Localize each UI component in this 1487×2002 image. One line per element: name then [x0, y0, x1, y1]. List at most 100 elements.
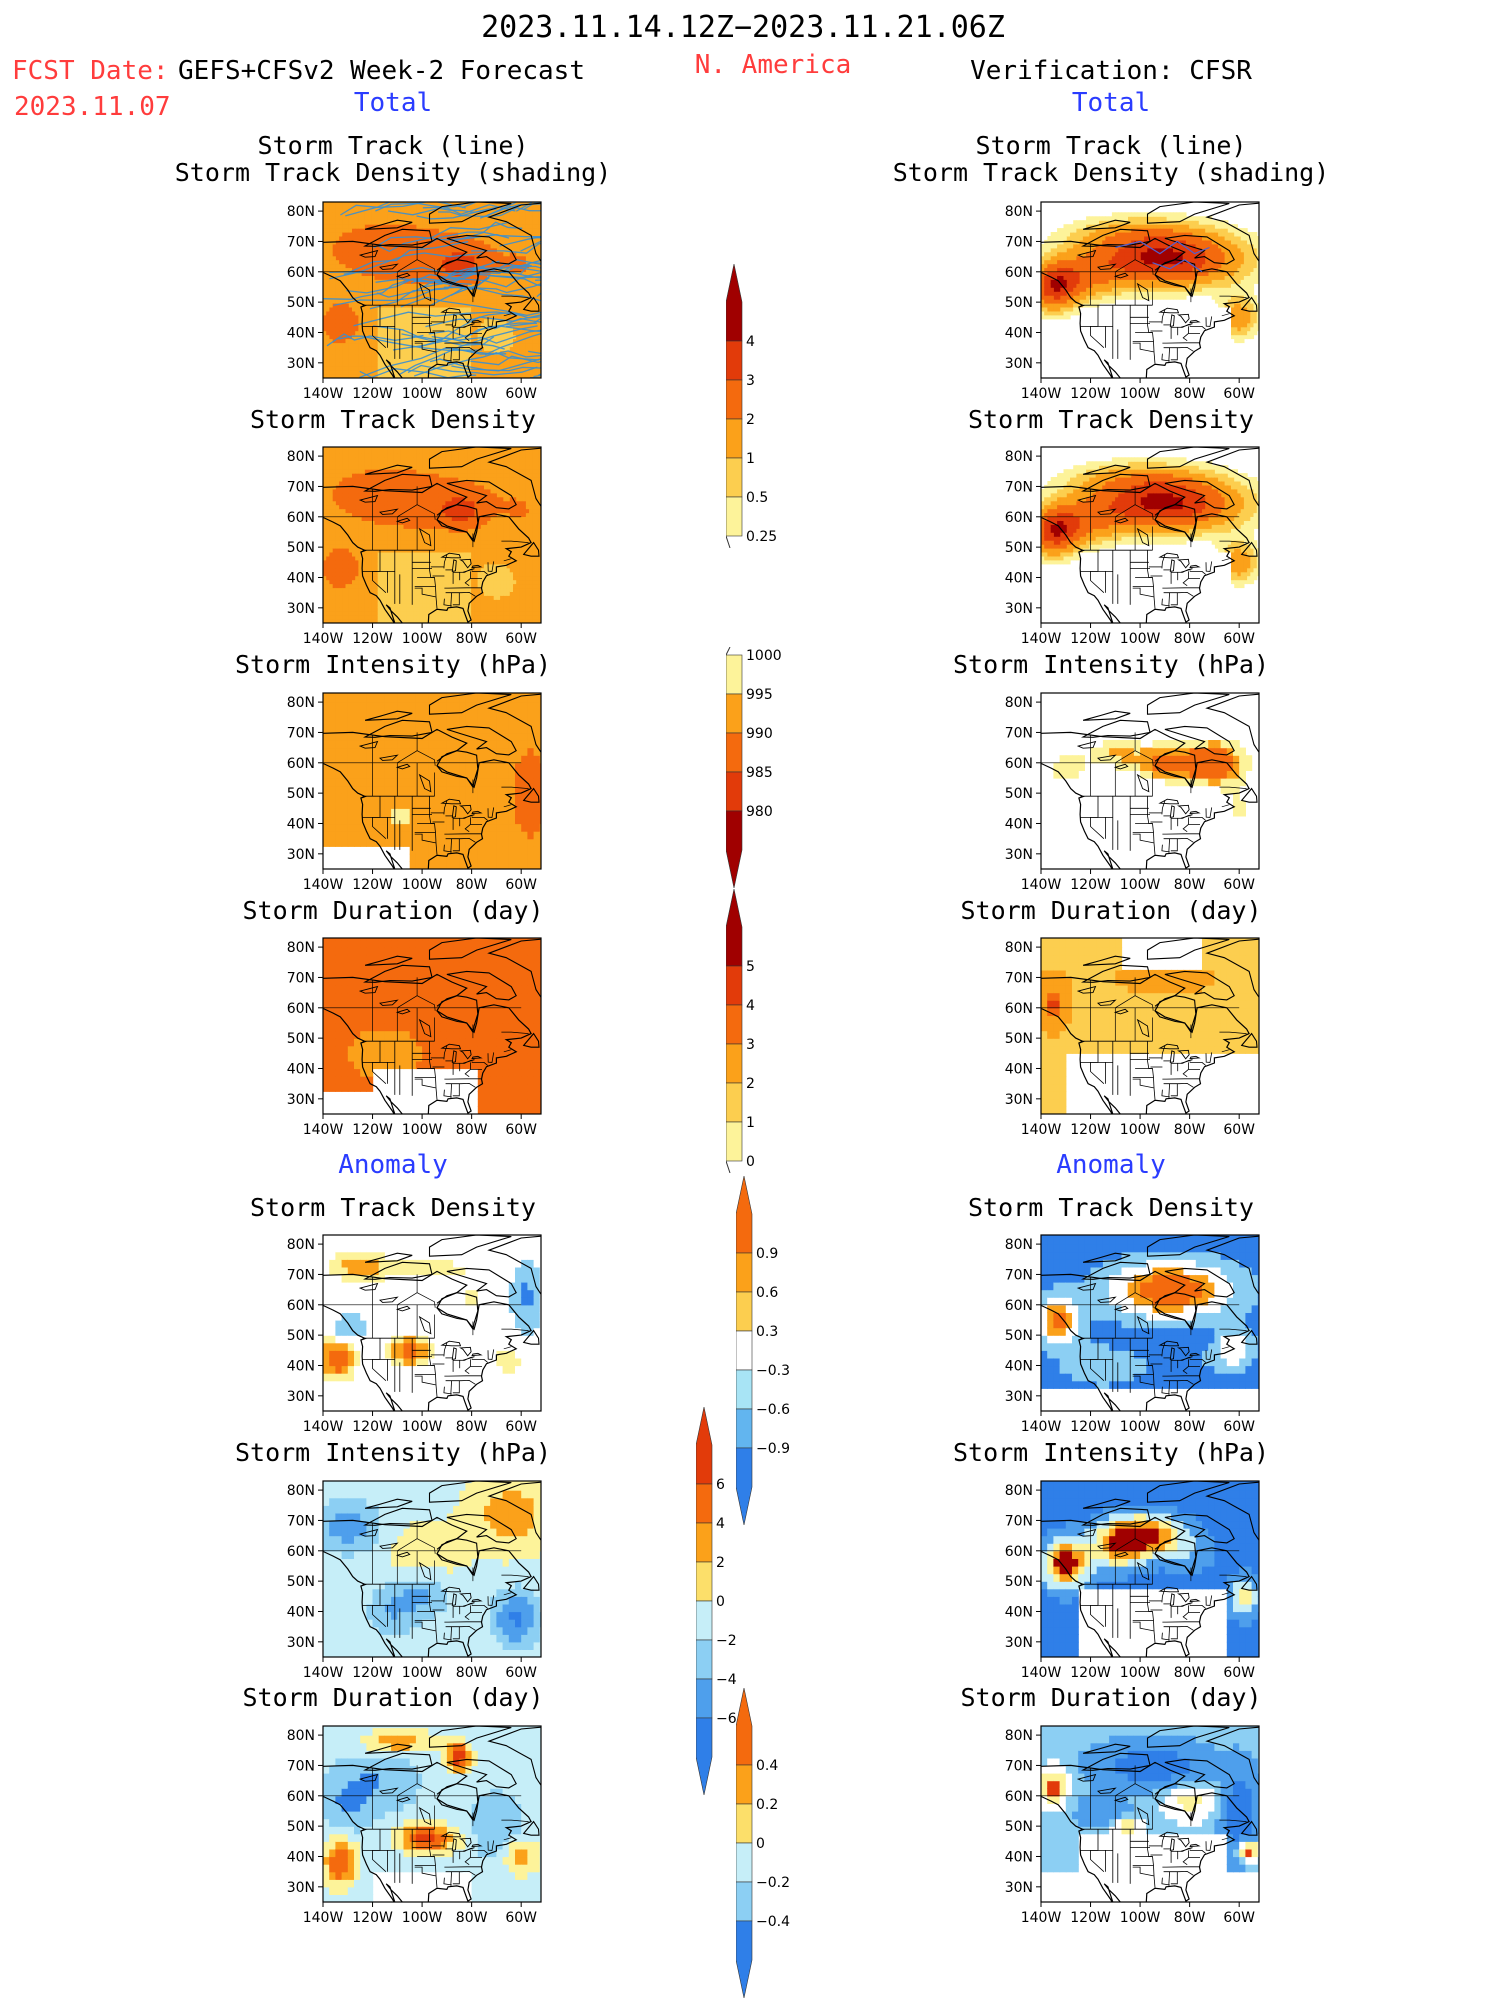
total-left-label: Total: [354, 88, 432, 118]
lat-tick-label: 50N: [287, 295, 315, 311]
lon-tick-label: 140W: [1021, 1419, 1062, 1435]
lat-tick-label: 80N: [287, 695, 315, 711]
lon-tick-label: 100W: [402, 1122, 443, 1138]
colorbar-segment: [726, 264, 742, 341]
lon-tick-label: 140W: [303, 631, 344, 647]
colorbar-segment: [736, 1253, 752, 1292]
lat-tick-label: 80N: [1005, 449, 1033, 465]
lon-tick-label: 120W: [1070, 1419, 1111, 1435]
colorbar-label: 0.6: [756, 1285, 778, 1301]
lon-tick-label: 60W: [505, 1122, 537, 1138]
lat-tick-label: 80N: [1005, 1237, 1033, 1253]
lat-tick-label: 60N: [1005, 1789, 1033, 1805]
lat-tick-label: 40N: [287, 1358, 315, 1374]
lon-tick-label: 120W: [352, 1910, 393, 1926]
title-line2: Storm Track Density (shading): [175, 159, 612, 186]
lon-tick-label: 120W: [352, 1665, 393, 1681]
lat-tick-label: 40N: [287, 1061, 315, 1077]
lat-tick-label: 70N: [1005, 970, 1033, 986]
lat-tick-label: 70N: [1005, 234, 1033, 250]
lon-tick-label: 80W: [1174, 631, 1206, 647]
lat-tick-label: 80N: [287, 1483, 315, 1499]
lat-tick-label: 60N: [287, 265, 315, 281]
lat-tick-label: 80N: [287, 204, 315, 220]
colorbar-label: 2: [746, 1076, 755, 1092]
lon-tick-label: 100W: [402, 386, 443, 402]
lat-tick-label: 50N: [287, 540, 315, 556]
colorbar-label: 0.25: [746, 529, 777, 545]
lat-tick-label: 70N: [287, 1758, 315, 1774]
colorbar-segment: [726, 458, 742, 497]
fcst-date-value: 2023.11.07: [14, 92, 171, 122]
colorbar-label: 4: [746, 334, 755, 350]
lat-tick-label: 60N: [287, 1544, 315, 1560]
colorbar-segment: [726, 772, 742, 811]
lat-tick-label: 50N: [287, 1031, 315, 1047]
colorbar-segment: [736, 1370, 752, 1409]
colorbar-segment: [736, 1804, 752, 1843]
lat-tick-label: 30N: [287, 1389, 315, 1405]
lon-tick-label: 120W: [352, 1419, 393, 1435]
colorbar-segment: [736, 1292, 752, 1331]
colorbar-segment: [736, 1331, 752, 1370]
colorbar-segment: [726, 341, 742, 380]
colorbar-label: 1: [746, 451, 755, 467]
lat-tick-label: 60N: [1005, 510, 1033, 526]
lon-tick-label: 60W: [505, 386, 537, 402]
colorbar-label: 0.5: [746, 490, 768, 506]
colorbar-segment: [736, 1765, 752, 1804]
lon-tick-label: 140W: [1021, 877, 1062, 893]
lon-tick-label: 100W: [402, 877, 443, 893]
lon-tick-label: 100W: [1120, 386, 1161, 402]
lon-tick-label: 80W: [1174, 1419, 1206, 1435]
lat-tick-label: 70N: [1005, 1267, 1033, 1283]
lon-tick-label: 100W: [1120, 1419, 1161, 1435]
lat-tick-label: 50N: [1005, 1328, 1033, 1344]
lon-tick-label: 100W: [1120, 631, 1161, 647]
lat-tick-label: 80N: [287, 940, 315, 956]
lat-tick-label: 70N: [287, 1513, 315, 1529]
lat-tick-label: 30N: [1005, 1880, 1033, 1896]
colorbar-segment: [726, 694, 742, 733]
lat-tick-label: 60N: [1005, 1001, 1033, 1017]
lon-tick-label: 120W: [1070, 631, 1111, 647]
colorbar-label: 3: [746, 1037, 755, 1053]
lon-tick-label: 120W: [352, 631, 393, 647]
lon-tick-label: 120W: [1070, 386, 1111, 402]
lon-tick-label: 140W: [1021, 631, 1062, 647]
colorbar-label: 1000: [746, 648, 782, 664]
lon-tick-label: 140W: [1021, 1122, 1062, 1138]
verification-label: Verification: CFSR: [970, 56, 1252, 86]
colorbar-segment: [696, 1601, 712, 1640]
lon-tick-label: 60W: [505, 1665, 537, 1681]
lat-tick-label: 70N: [1005, 725, 1033, 741]
lon-tick-label: 100W: [1120, 1665, 1161, 1681]
colorbar-segment: [726, 1044, 742, 1083]
lon-tick-label: 80W: [456, 1122, 488, 1138]
colorbar-label: −6: [716, 1711, 737, 1727]
lon-tick-label: 100W: [402, 1419, 443, 1435]
colorbar-label: 0.9: [756, 1246, 778, 1262]
lon-tick-label: 100W: [1120, 877, 1161, 893]
lat-tick-label: 50N: [287, 1328, 315, 1344]
colorbar-label: −4: [716, 1672, 737, 1688]
lat-tick-label: 50N: [1005, 1574, 1033, 1590]
colorbar-segment: [736, 1921, 752, 1998]
lon-tick-label: 100W: [1120, 1122, 1161, 1138]
colorbar-segment: [696, 1523, 712, 1562]
colorbar-segment: [736, 1882, 752, 1921]
colorbar-label: 6: [716, 1477, 725, 1493]
lat-tick-label: 40N: [287, 1849, 315, 1865]
colorbar-segment: [696, 1640, 712, 1679]
lat-tick-label: 40N: [1005, 1358, 1033, 1374]
